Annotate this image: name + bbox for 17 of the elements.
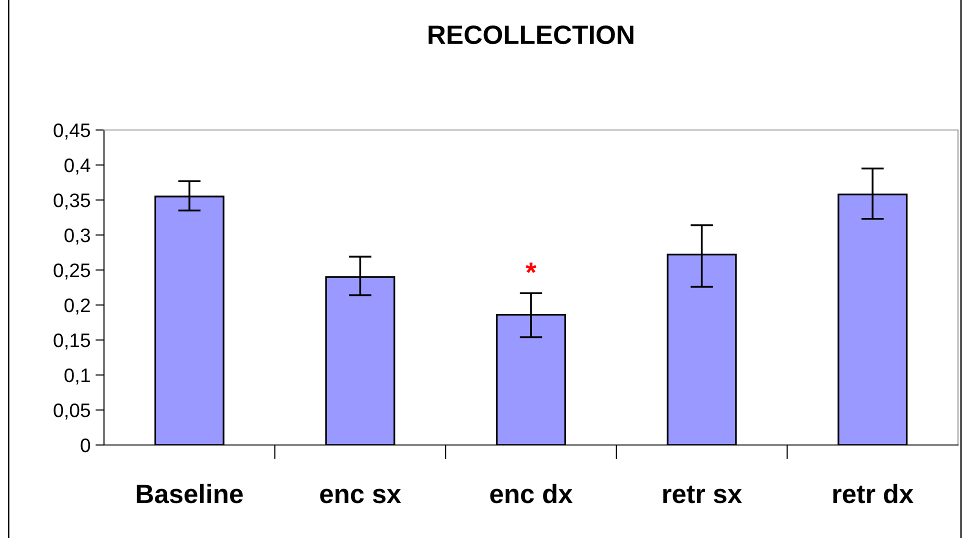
y-tick-label: 0,45 xyxy=(54,123,90,140)
y-tick-label: 0,25 xyxy=(54,263,90,280)
y-tick-label: 0,15 xyxy=(54,333,90,350)
x-tick-label: enc dx xyxy=(490,484,573,504)
x-tick-label: retr sx xyxy=(663,486,742,504)
annotation: * xyxy=(526,262,536,274)
y-tick-label: 0,3 xyxy=(64,228,90,245)
y-tick-label: 0 xyxy=(80,438,90,452)
x-tick-label: retr dx xyxy=(833,484,914,504)
x-tick-label: enc sx xyxy=(320,488,402,504)
y-tick-label: 0,1 xyxy=(64,368,90,385)
x-tick-label: Baseline xyxy=(136,484,243,504)
chart-title: RECOLLECTION xyxy=(428,25,634,44)
y-tick-label: 0,05 xyxy=(54,403,90,420)
y-tick-label: 0,4 xyxy=(64,158,90,175)
y-tick-label: 0,35 xyxy=(54,193,90,210)
y-tick-label: 0,2 xyxy=(64,298,90,315)
